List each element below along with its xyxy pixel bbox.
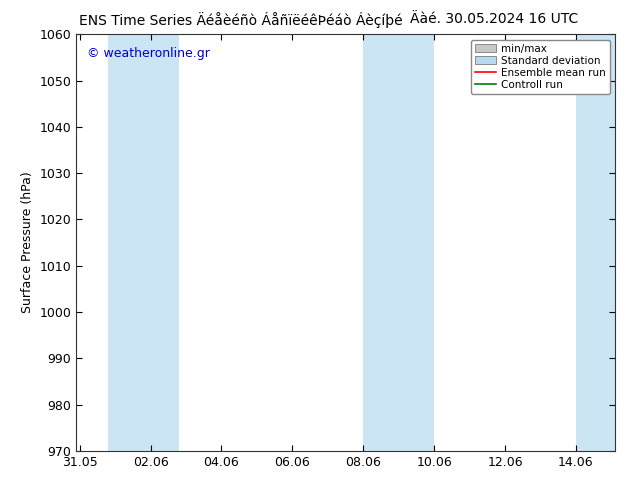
Bar xyxy=(576,34,615,451)
Text: © weatheronline.gr: © weatheronline.gr xyxy=(87,47,210,60)
Y-axis label: Surface Pressure (hPa): Surface Pressure (hPa) xyxy=(21,172,34,314)
Bar xyxy=(363,34,434,451)
Text: ENS Time Series Äéåèéñò ÁåñïëéêÞéáò Áèçíþé: ENS Time Series Äéåèéñò ÁåñïëéêÞéáò Áèçí… xyxy=(79,12,403,28)
Legend: min/max, Standard deviation, Ensemble mean run, Controll run: min/max, Standard deviation, Ensemble me… xyxy=(470,40,610,94)
Text: Äàé. 30.05.2024 16 UTC: Äàé. 30.05.2024 16 UTC xyxy=(410,12,579,26)
Bar xyxy=(108,34,179,451)
